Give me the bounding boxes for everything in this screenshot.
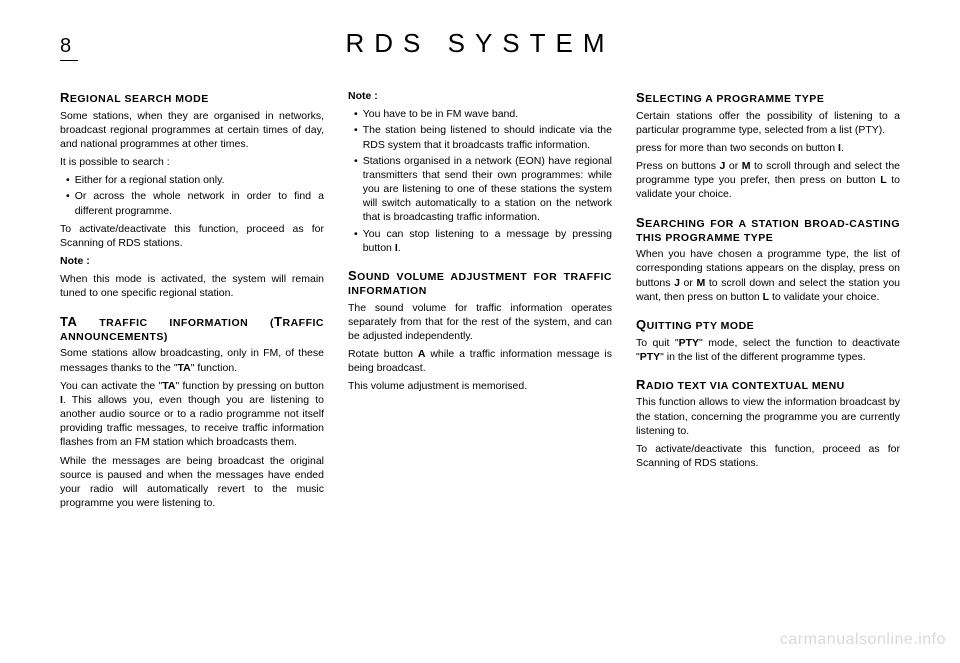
list-text: You have to be in FM wave band. bbox=[363, 107, 612, 121]
heading-quitting-pty: QUITTING PTY MODE bbox=[636, 316, 900, 334]
paragraph: To quit "PTY" mode, select the function … bbox=[636, 336, 900, 364]
bullet-list: •Either for a regional station only. •Or… bbox=[60, 173, 324, 218]
column-2: Note : •You have to be in FM wave band. … bbox=[348, 89, 612, 514]
paragraph: To activate/deactivate this function, pr… bbox=[60, 222, 324, 250]
paragraph: This function allows to view the informa… bbox=[636, 395, 900, 438]
heading-regional-search: REGIONAL SEARCH MODE bbox=[60, 89, 324, 107]
heading-radio-text: RADIO TEXT VIA CONTEXTUAL MENU bbox=[636, 376, 900, 394]
note-label: Note : bbox=[348, 89, 612, 103]
heading-cap: S bbox=[348, 268, 357, 283]
column-1: REGIONAL SEARCH MODE Some stations, when… bbox=[60, 89, 324, 514]
paragraph: press for more than two seconds on butto… bbox=[636, 141, 900, 155]
list-text: The station being listened to should ind… bbox=[363, 123, 612, 151]
list-item: •Stations organised in a network (EON) h… bbox=[348, 154, 612, 225]
list-item: • You have to be in FM wave band. bbox=[348, 107, 612, 121]
paragraph: Rotate button A while a traffic informat… bbox=[348, 347, 612, 375]
heading-rest: UITTING PTY MODE bbox=[647, 320, 755, 332]
list-text: Either for a regional station only. bbox=[75, 173, 324, 187]
heading-cap: S bbox=[636, 90, 645, 105]
bullet-icon: • bbox=[354, 107, 358, 121]
bullet-icon: • bbox=[66, 189, 70, 217]
heading-sound-volume: SOUND VOLUME ADJUSTMENT FOR TRAFFIC INFO… bbox=[348, 267, 612, 299]
paragraph: Certain stations offer the possibility o… bbox=[636, 109, 900, 137]
heading-ta: TA TRAFFIC INFORMATION (TRAFFIC ANNOUNCE… bbox=[60, 313, 324, 345]
document-page: 8 RDS SYSTEM REGIONAL SEARCH MODE Some s… bbox=[0, 0, 960, 663]
bullet-icon: • bbox=[354, 123, 358, 151]
content-columns: REGIONAL SEARCH MODE Some stations, when… bbox=[60, 89, 900, 514]
list-text: Stations organised in a network (EON) ha… bbox=[363, 154, 612, 225]
paragraph: When this mode is activated, the system … bbox=[60, 272, 324, 300]
paragraph: To activate/deactivate this function, pr… bbox=[636, 442, 900, 470]
list-item: •Or across the whole network in order to… bbox=[60, 189, 324, 217]
heading-rest: EARCHING FOR A STATION BROAD bbox=[645, 218, 845, 230]
paragraph: This volume adjustment is memorised. bbox=[348, 379, 612, 393]
paragraph: When you have chosen a programme type, t… bbox=[636, 247, 900, 304]
list-item: • Either for a regional station only. bbox=[60, 173, 324, 187]
heading-rest: EGIONAL SEARCH MODE bbox=[70, 93, 209, 105]
heading-rest: ADIO TEXT VIA CONTEXTUAL MENU bbox=[646, 380, 845, 392]
paragraph: The sound volume for traffic information… bbox=[348, 301, 612, 344]
heading-rest: OUND VOLUME ADJUSTMENT FOR TRAFFIC INFOR… bbox=[348, 271, 612, 298]
heading-cap: Q bbox=[636, 317, 647, 332]
bullet-icon: • bbox=[66, 173, 70, 187]
heading-cap: T bbox=[274, 314, 282, 329]
column-3: SELECTING A PROGRAMME TYPE Certain stati… bbox=[636, 89, 900, 514]
paragraph: You can activate the "TA" function by pr… bbox=[60, 379, 324, 450]
list-item: •The station being listened to should in… bbox=[348, 123, 612, 151]
heading-selecting-programme: SELECTING A PROGRAMME TYPE bbox=[636, 89, 900, 107]
bullet-list: •You have to be in FM wave band. •The st… bbox=[348, 107, 612, 255]
list-text: You can stop listening to a message by p… bbox=[363, 227, 612, 255]
note-label: Note : bbox=[60, 254, 324, 268]
page-header: 8 RDS SYSTEM bbox=[60, 28, 900, 61]
list-text: Or across the whole network in order to … bbox=[75, 189, 324, 217]
page-title: RDS SYSTEM bbox=[60, 28, 900, 59]
heading-cap: TA bbox=[60, 314, 77, 329]
paragraph: While the messages are being broadcast t… bbox=[60, 454, 324, 511]
heading-cap: S bbox=[636, 215, 645, 230]
paragraph: Press on buttons J or M to scroll throug… bbox=[636, 159, 900, 202]
bullet-icon: • bbox=[354, 154, 358, 225]
paragraph: Some stations allow broadcasting, only i… bbox=[60, 346, 324, 374]
watermark: carmanualsonline.info bbox=[780, 631, 946, 649]
heading-rest: TRAFFIC INFORMATION ( bbox=[77, 317, 274, 329]
paragraph: Some stations, when they are organised i… bbox=[60, 109, 324, 152]
heading-rest: ELECTING A PROGRAMME TYPE bbox=[645, 93, 824, 105]
paragraph: It is possible to search : bbox=[60, 155, 324, 169]
bullet-icon: • bbox=[354, 227, 358, 255]
heading-cap: R bbox=[60, 90, 70, 105]
heading-cap: R bbox=[636, 377, 646, 392]
list-item: •You can stop listening to a message by … bbox=[348, 227, 612, 255]
heading-searching-station: SEARCHING FOR A STATION BROAD-CASTING TH… bbox=[636, 214, 900, 246]
